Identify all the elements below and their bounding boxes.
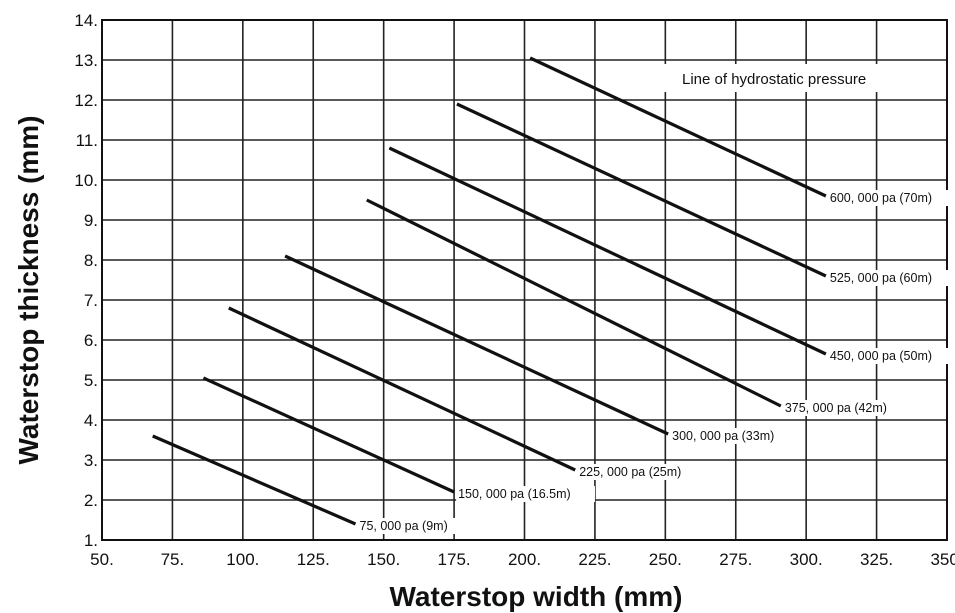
y-axis-title: Waterstop thickness (mm) [13, 115, 44, 464]
x-tick-label: 300. [790, 550, 823, 569]
y-tick-label: 7. [84, 291, 98, 310]
series-label-background [577, 464, 702, 480]
x-tick-label: 100. [226, 550, 259, 569]
series-line [228, 306, 576, 472]
y-tick-label: 13. [74, 51, 98, 70]
y-tick-label: 2. [84, 491, 98, 510]
tick-labels: 50. 75. 100. 125. 150. 175. 200. 225. 250. 275. 30… [74, 11, 955, 569]
x-tick-label: 150. [367, 550, 400, 569]
y-tick-label: 1. [84, 531, 98, 550]
series-lines [152, 56, 827, 526]
series-line [366, 198, 782, 408]
y-tick-label: 11. [76, 131, 98, 150]
series-line [388, 146, 827, 356]
series-label: 75, 000 pa (9m) [360, 519, 448, 533]
y-tick-label: 14. [74, 11, 98, 30]
series-label-background [456, 486, 595, 502]
x-tick-label: 225. [578, 550, 611, 569]
y-tick-label: 10. [74, 171, 98, 190]
annotation-background [659, 64, 931, 92]
series-line [152, 434, 357, 526]
y-tick-label: 12. [74, 91, 98, 110]
series-line [529, 56, 827, 198]
y-tick-label: 5. [84, 371, 98, 390]
annotation-text: Line of hydrostatic pressure [682, 71, 866, 88]
series-label-background [827, 348, 953, 364]
series-label-background [827, 190, 953, 206]
series-label: 525, 000 pa (60m) [830, 271, 932, 285]
x-tick-label: 325. [860, 550, 893, 569]
series-label-background [782, 400, 908, 416]
x-tick-label: 275. [719, 550, 752, 569]
y-tick-label: 9. [84, 211, 98, 230]
x-tick-label: 75. [161, 550, 185, 569]
series-label: 375, 000 pa (42m) [785, 401, 887, 415]
series-label: 225, 000 pa (25m) [579, 465, 681, 479]
x-tick-label: 200. [508, 550, 541, 569]
x-tick-label: 350. [930, 550, 955, 569]
series-line [202, 376, 455, 494]
y-tick-label: 8. [84, 251, 98, 270]
x-tick-label: 250. [649, 550, 682, 569]
x-axis-title: Waterstop width (mm) [390, 581, 683, 612]
series-labels: 75, 000 pa (9m) 150, 000 pa (16.5m) 225, 0… [357, 190, 953, 534]
x-tick-label: 50. [90, 550, 114, 569]
series-label: 300, 000 pa (33m) [672, 429, 774, 443]
series-label: 600, 000 pa (70m) [830, 191, 932, 205]
series-label-background [357, 518, 468, 534]
y-tick-label: 6. [84, 331, 98, 350]
x-tick-label: 125. [297, 550, 330, 569]
series-label-background [827, 270, 953, 286]
y-tick-label: 3. [84, 451, 98, 470]
series-line [456, 102, 827, 278]
series-label-background [670, 428, 795, 444]
series-line [284, 254, 669, 436]
series-label: 150, 000 pa (16.5m) [458, 487, 571, 501]
y-tick-label: 4. [84, 411, 98, 430]
series-label: 450, 000 pa (50m) [830, 349, 932, 363]
x-tick-label: 175. [438, 550, 471, 569]
